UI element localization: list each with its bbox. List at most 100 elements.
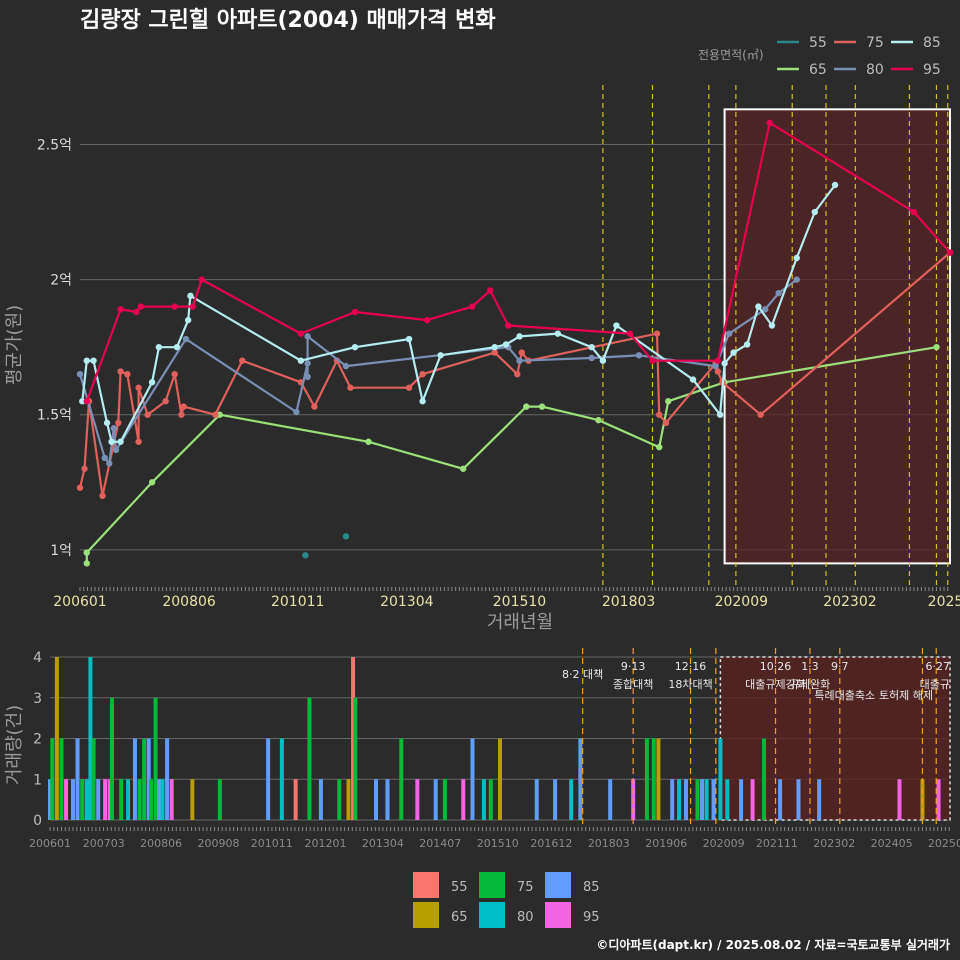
volume-x-tick-label: 202009 bbox=[703, 837, 745, 850]
series-point-65 bbox=[148, 479, 156, 486]
series-point-95 bbox=[83, 398, 90, 405]
volume-bar-75 bbox=[217, 779, 222, 820]
volume-bar-85 bbox=[670, 779, 675, 820]
series-line-80 bbox=[78, 278, 798, 465]
series-point-65 bbox=[538, 403, 546, 410]
volume-bar-80 bbox=[88, 657, 93, 820]
series-point-75 bbox=[212, 411, 219, 418]
volume-legend-swatch-85 bbox=[545, 872, 571, 898]
series-point-75 bbox=[491, 349, 498, 356]
volume-bar-85 bbox=[75, 738, 80, 820]
volume-x-tick-label: 200908 bbox=[198, 837, 240, 850]
series-point-85 bbox=[502, 341, 510, 348]
volume-bar-85 bbox=[778, 779, 783, 820]
series-point-75 bbox=[419, 370, 426, 378]
series-point-65 bbox=[83, 549, 90, 556]
series-point-75 bbox=[239, 357, 246, 364]
price-x-tick-label: 201011 bbox=[271, 594, 324, 610]
series-point-85 bbox=[768, 322, 776, 329]
series-point-80 bbox=[293, 408, 300, 416]
series-point-75 bbox=[180, 403, 187, 410]
volume-bar-75 bbox=[142, 738, 147, 820]
volume-bar-95 bbox=[936, 779, 941, 820]
volume-bar-75 bbox=[644, 738, 649, 820]
price-x-tick-label: 200601 bbox=[53, 594, 106, 610]
volume-y-tick-label: 3 bbox=[33, 691, 42, 707]
volume-bar-80 bbox=[569, 779, 574, 820]
series-point-95 bbox=[351, 308, 359, 316]
series-point-80 bbox=[342, 362, 350, 370]
volume-bar-85 bbox=[817, 779, 822, 820]
series-point-85 bbox=[103, 419, 111, 427]
volume-bar-65 bbox=[346, 779, 351, 820]
event-date: 12·16 bbox=[675, 660, 707, 673]
series-point-85 bbox=[811, 208, 818, 216]
series-point-80 bbox=[516, 357, 523, 364]
volume-legend-swatch-55 bbox=[413, 872, 439, 898]
volume-bar-55 bbox=[293, 779, 298, 820]
series-point-95 bbox=[946, 249, 954, 256]
volume-bar-85 bbox=[132, 738, 137, 820]
volume-bar-75 bbox=[442, 779, 447, 820]
series-point-75 bbox=[124, 370, 131, 378]
series-point-80 bbox=[76, 370, 84, 378]
series-point-85 bbox=[187, 292, 194, 300]
volume-x-tick-label: 202405 bbox=[871, 837, 913, 850]
event-label: 18차대책 bbox=[668, 678, 712, 691]
volume-legend-label-85: 85 bbox=[583, 880, 600, 895]
series-point-75 bbox=[144, 411, 151, 418]
volume-x-tick-label: 201510 bbox=[477, 837, 519, 850]
volume-bar-85 bbox=[165, 738, 170, 820]
volume-bar-85 bbox=[48, 779, 52, 820]
series-point-80 bbox=[304, 373, 311, 381]
series-point-65 bbox=[595, 416, 602, 424]
series-point-95 bbox=[423, 316, 431, 324]
series-point-75 bbox=[117, 368, 124, 375]
volume-bar-85 bbox=[146, 738, 151, 820]
series-point-95 bbox=[487, 287, 494, 294]
price-y-tick-label: 2억 bbox=[50, 273, 72, 289]
series-point-85 bbox=[689, 376, 697, 383]
series-point-85 bbox=[491, 343, 498, 351]
series-point-55 bbox=[342, 533, 350, 540]
event-label: 규제완화 bbox=[790, 678, 830, 691]
volume-legend-swatch-65 bbox=[413, 902, 439, 928]
event-label: 대출규 bbox=[920, 678, 950, 691]
volume-bar-75 bbox=[488, 779, 493, 820]
volume-bar-75 bbox=[137, 779, 142, 820]
series-point-85 bbox=[437, 352, 444, 359]
series-point-75 bbox=[714, 368, 722, 375]
series-point-80 bbox=[106, 460, 113, 467]
volume-bar-65 bbox=[54, 657, 59, 820]
event-label: 종합대책 bbox=[613, 678, 653, 691]
chart-title: 김량장 그린힐 아파트(2004) 매매가격 변화 bbox=[80, 8, 496, 33]
price-x-tick-label: 201510 bbox=[493, 594, 546, 610]
price-x-tick-label: 201304 bbox=[380, 594, 434, 610]
series-point-85 bbox=[599, 357, 607, 364]
volume-bar-85 bbox=[608, 779, 613, 820]
volume-y-tick-label: 1 bbox=[33, 772, 42, 788]
series-point-75 bbox=[81, 465, 88, 472]
volume-bar-85 bbox=[266, 738, 271, 820]
volume-legend-label-75: 75 bbox=[517, 880, 534, 895]
volume-bar-80 bbox=[279, 738, 284, 820]
volume-bar-75 bbox=[695, 779, 700, 820]
volume-x-tick-label: 202302 bbox=[813, 837, 855, 850]
volume-bar-85 bbox=[96, 779, 101, 820]
series-point-75 bbox=[178, 411, 185, 418]
volume-x-tick-label: 201906 bbox=[645, 837, 687, 850]
series-point-95 bbox=[714, 357, 722, 364]
event-label: 토허제 해제 bbox=[879, 688, 933, 702]
volume-bar-75 bbox=[399, 738, 404, 820]
volume-bar-80 bbox=[84, 779, 89, 820]
volume-highlight-box bbox=[719, 656, 951, 821]
volume-bar-65 bbox=[190, 779, 195, 820]
volume-x-tick-label: 201407 bbox=[419, 837, 461, 850]
event-label: 대출규제강화 bbox=[745, 678, 806, 691]
series-point-75 bbox=[99, 492, 106, 500]
event-label: 특례대출축소 bbox=[814, 689, 875, 702]
series-point-95 bbox=[910, 208, 918, 216]
series-point-95 bbox=[117, 306, 124, 313]
series-point-85 bbox=[108, 438, 115, 445]
